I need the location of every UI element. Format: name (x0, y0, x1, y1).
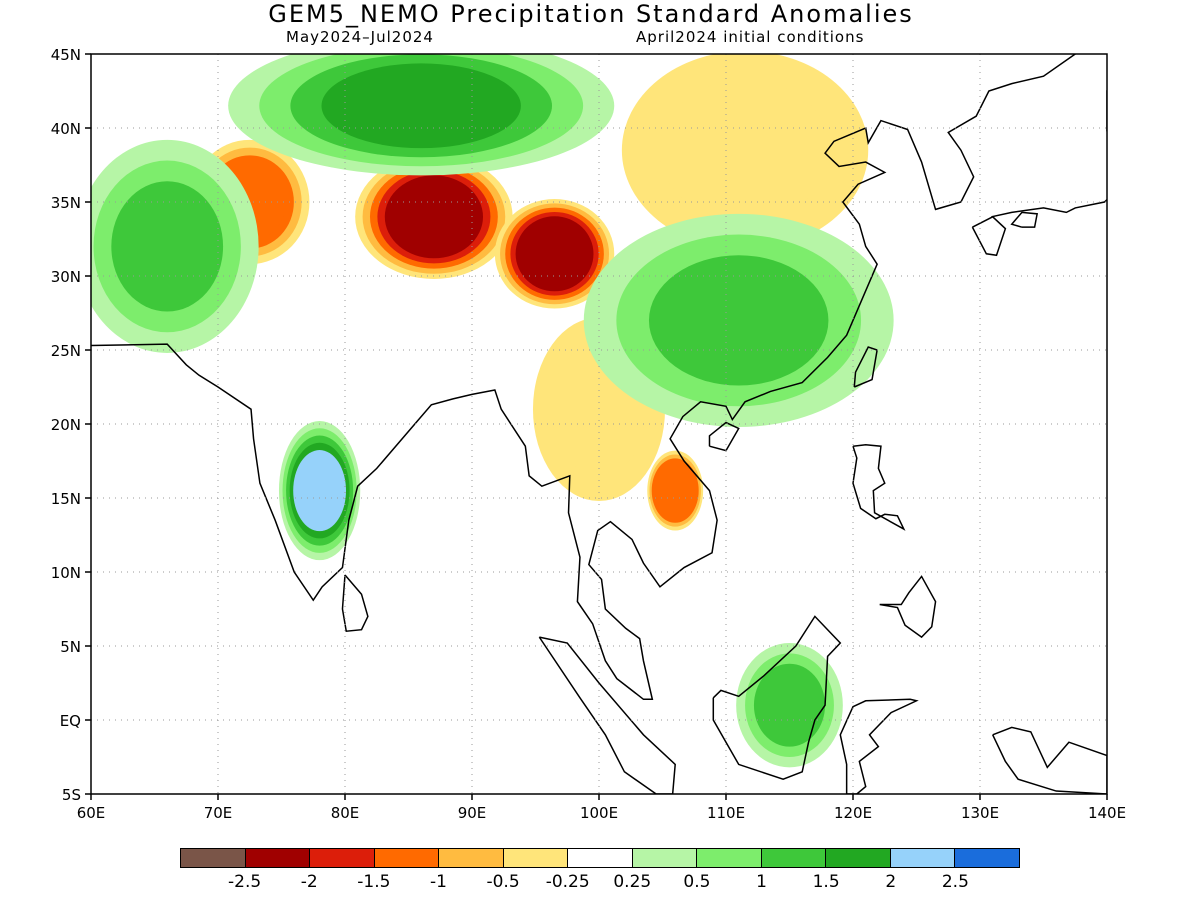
legend-swatch (310, 849, 375, 867)
coastline (991, 90, 1107, 218)
legend-label: -1 (429, 872, 447, 892)
anomaly-patch (392, 180, 476, 254)
legend-label: 0.25 (613, 872, 652, 892)
legend-label: 0.5 (683, 872, 711, 892)
legend-swatch (697, 849, 762, 867)
coastline (852, 443, 906, 531)
lat-tick-label: EQ (60, 712, 81, 730)
legend-label: 2.5 (941, 872, 969, 892)
anomaly-patch (520, 220, 589, 287)
coastline (708, 421, 740, 452)
legend-swatch (245, 849, 311, 867)
forecast-period: May2024–Jul2024 (286, 28, 434, 46)
coastline (879, 575, 937, 639)
lon-tick-label: 70E (204, 804, 233, 822)
legend-label: 1 (756, 872, 767, 892)
legend-swatch (826, 849, 891, 867)
lon-tick-label: 130E (961, 804, 999, 822)
lat-tick-label: 20N (51, 416, 81, 434)
lat-tick-label: 15N (51, 490, 81, 508)
lon-tick-label: 110E (707, 804, 745, 822)
legend-swatch (955, 849, 1019, 867)
color-legend (180, 848, 1020, 868)
legend-label: 1.5 (812, 872, 840, 892)
legend-swatch (439, 849, 504, 867)
legend-swatch (181, 849, 246, 867)
anomaly-patch (653, 462, 697, 519)
legend-swatch (632, 849, 698, 867)
legend-swatch (503, 849, 569, 867)
coastlines (91, 54, 1107, 794)
legend-label: 2 (885, 872, 897, 892)
coastline (712, 615, 842, 780)
lon-tick-label: 140E (1088, 804, 1126, 822)
anomaly-patch (753, 663, 826, 747)
legend-swatch (374, 849, 440, 867)
lon-tick-label: 60E (77, 804, 106, 822)
graticule (91, 54, 1107, 794)
coastline (971, 215, 1007, 257)
lat-tick-label: 45N (51, 46, 81, 64)
coastline (538, 636, 676, 794)
coastline (992, 726, 1107, 794)
legend-label: -1.5 (357, 872, 391, 892)
coastline (1010, 211, 1039, 228)
lat-tick-label: 25N (51, 342, 81, 360)
lat-tick-label: 35N (51, 194, 81, 212)
axis-ticks: 60E 70E 80E 90E 100E 110E 120E 130E 140E 45N 40N 35… (51, 46, 1126, 822)
anomaly-patch (659, 79, 831, 221)
coastline (839, 698, 919, 794)
lat-tick-label: 5N (60, 638, 81, 656)
coastline (341, 574, 369, 633)
lon-tick-label: 90E (458, 804, 487, 822)
anomaly-patch (648, 255, 829, 386)
legend-label: -2.5 (228, 872, 262, 892)
lon-tick-label: 120E (834, 804, 872, 822)
legend-swatch (761, 849, 827, 867)
lat-tick-label: 5S (62, 786, 81, 804)
lon-tick-label: 100E (580, 804, 618, 822)
legend-swatch (890, 849, 956, 867)
anomaly-field (91, 54, 894, 768)
legend-label: -2 (300, 872, 318, 892)
legend-swatch (568, 849, 633, 867)
lat-tick-label: 10N (51, 564, 81, 582)
coastline (91, 54, 1076, 701)
lon-tick-label: 80E (331, 804, 360, 822)
anomaly-patch (111, 181, 224, 312)
initial-conditions: April2024 initial conditions (636, 28, 865, 46)
coastline (853, 346, 878, 388)
anomaly-patch (293, 450, 347, 532)
map-title: GEM5_NEMO Precipitation Standard Anomali… (268, 0, 914, 28)
lat-tick-label: 40N (51, 120, 81, 138)
legend-label: -0.25 (545, 872, 590, 892)
anomaly-patch (321, 63, 521, 149)
legend-label: -0.5 (486, 872, 520, 892)
lat-tick-label: 30N (51, 268, 81, 286)
